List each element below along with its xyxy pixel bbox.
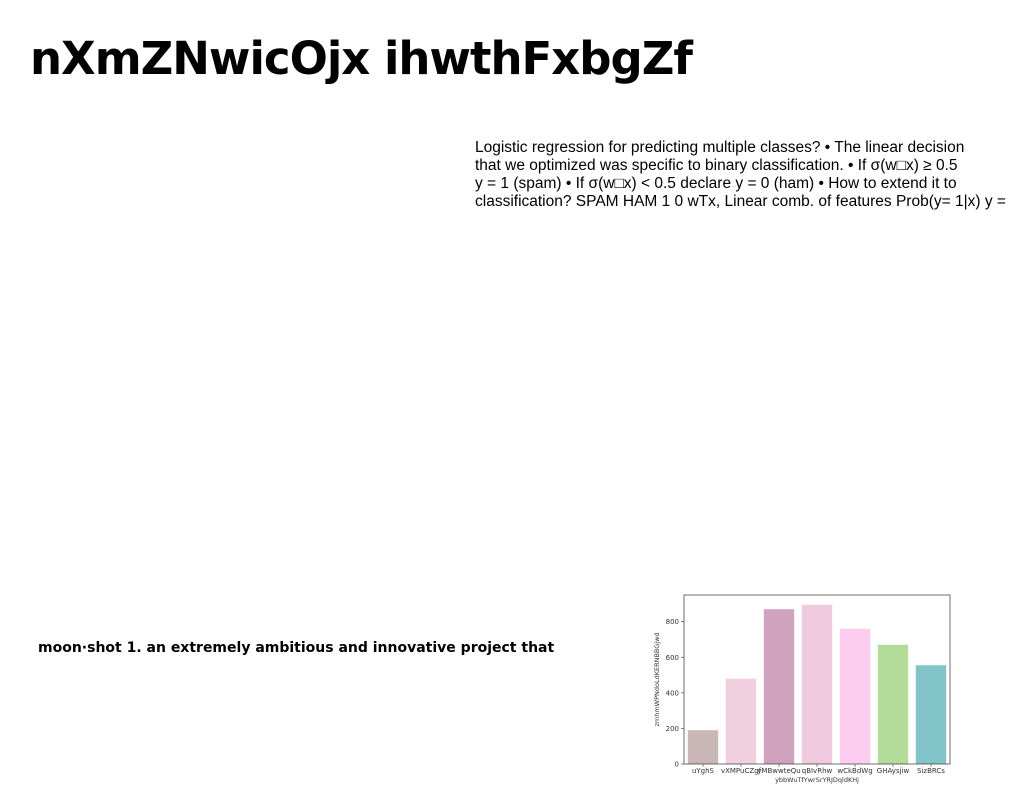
y-tick-label: 800 <box>666 618 679 626</box>
body-line: that we optimized was specific to binary… <box>475 157 958 174</box>
caption-text: moon·shot 1. an extremely ambitious and … <box>38 640 555 656</box>
body-line: y = 1 (spam) • If σ(w□x) < 0.5 declare y… <box>475 175 957 192</box>
bar <box>839 628 871 764</box>
y-tick-label: 200 <box>666 725 679 733</box>
body-text: Logistic regression for predicting multi… <box>475 139 1024 211</box>
body-line: Logistic regression for predicting multi… <box>475 139 965 156</box>
bar <box>687 730 719 764</box>
x-tick-label: wCkBdWg <box>837 767 872 775</box>
y-tick-label: 0 <box>675 761 679 769</box>
bar <box>801 604 833 764</box>
x-tick-label: yMBwwteQu <box>757 767 800 775</box>
bar-chart: 0 200 400 600 800 uYghS vXMPuCZgf yMBwwteQu qBIv… <box>650 590 960 788</box>
x-tick-label: qBIvRhw <box>802 767 833 775</box>
x-tick-label: GHAysjiw <box>877 767 910 775</box>
y-axis-label: zmhmWPNdoLdKERNBBGjwd <box>653 632 661 726</box>
y-tick-label: 600 <box>666 654 679 662</box>
y-tick-label: 400 <box>666 689 679 697</box>
page-title: nXmZNwicOjx ihwthFxbgZf <box>30 32 693 85</box>
x-tick-label: SizBRCs <box>917 767 945 775</box>
body-line: classification? SPAM HAM 1 0 wTx, Linear… <box>475 193 1006 210</box>
bar <box>877 644 909 764</box>
bar <box>725 678 757 764</box>
x-axis-label: ybbWuTfYwrSrYRJDqldKHj <box>775 776 859 784</box>
x-tick-label: uYghS <box>692 767 715 775</box>
x-tick-label: vXMPuCZgf <box>721 767 762 775</box>
bar <box>763 609 795 764</box>
bar <box>915 665 947 764</box>
